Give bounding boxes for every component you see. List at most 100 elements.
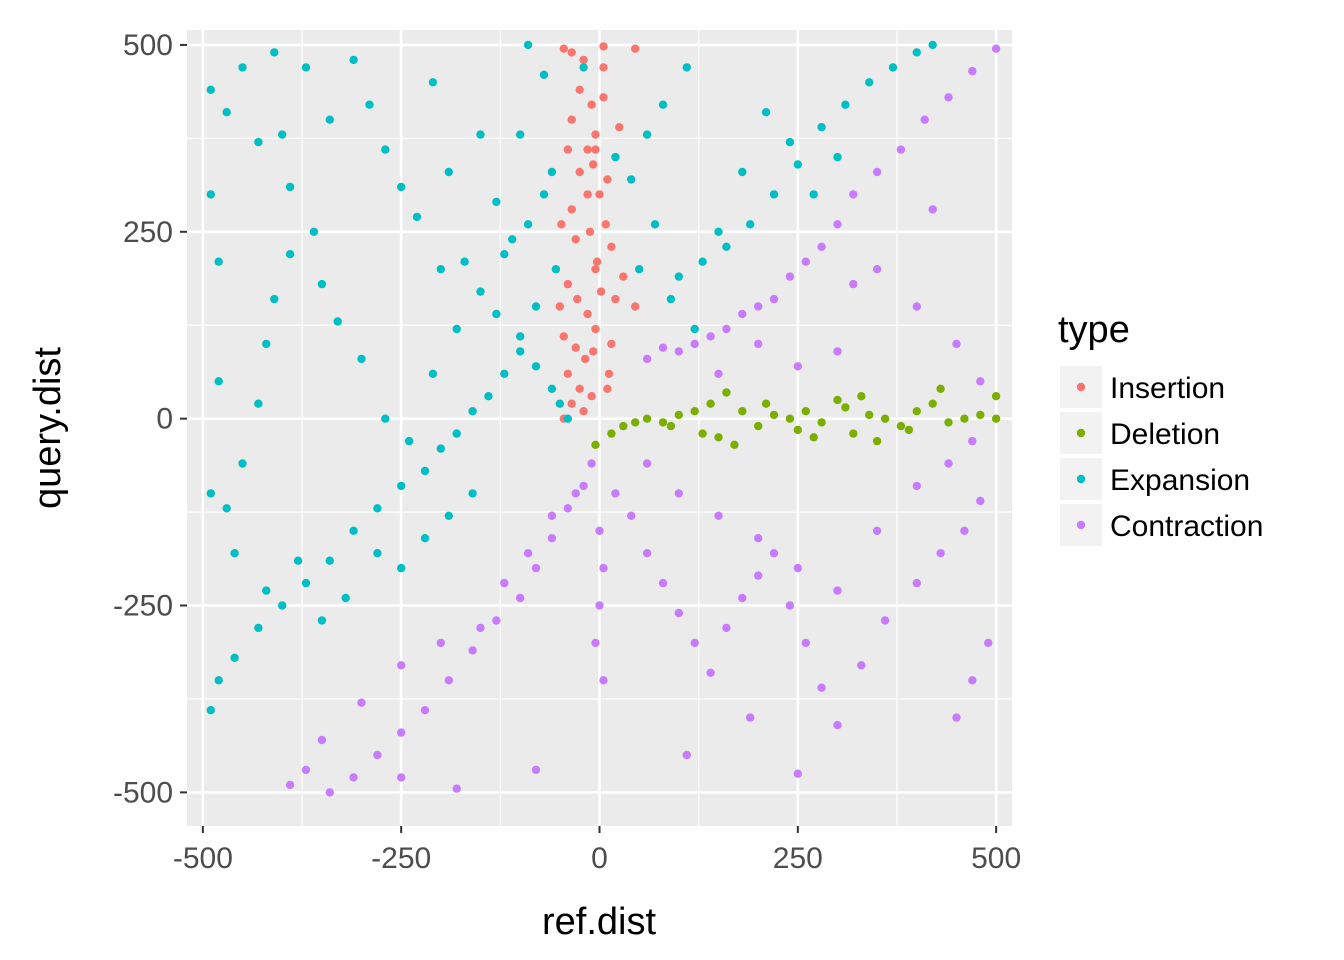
expansion-point <box>516 332 525 341</box>
expansion-point <box>222 504 231 513</box>
insertion-point <box>587 100 596 109</box>
contraction-point <box>690 638 699 648</box>
expansion-point <box>222 108 231 117</box>
insertion-point <box>591 324 600 334</box>
insertion-point <box>579 55 588 65</box>
expansion-point <box>769 190 779 199</box>
deletion-point <box>642 414 652 423</box>
deletion-point <box>730 440 739 449</box>
insertion-point <box>563 145 572 154</box>
contraction-point <box>833 586 842 595</box>
expansion-point <box>230 653 239 662</box>
expansion-point <box>325 556 334 565</box>
expansion-point <box>476 287 485 296</box>
contraction-point <box>523 549 533 558</box>
x-axis-title: ref.dist <box>542 901 656 943</box>
x-axis-ticks: -500 -250 0 250 500 <box>173 826 1021 875</box>
x-tick-label: -250 <box>371 842 431 875</box>
contraction-point <box>754 534 763 543</box>
expansion-point <box>682 63 691 72</box>
insertion-point <box>589 160 598 169</box>
insertion-point <box>631 44 640 53</box>
insertion-point <box>583 309 592 319</box>
expansion-point <box>444 167 453 177</box>
contraction-point <box>658 343 668 352</box>
insertion-point <box>563 369 572 378</box>
insertion-point <box>567 399 576 408</box>
contraction-point <box>547 511 557 520</box>
expansion-point <box>420 534 430 543</box>
contraction-point <box>952 713 961 722</box>
expansion-point <box>262 586 271 595</box>
expansion-point <box>397 182 406 192</box>
expansion-point <box>531 362 541 371</box>
deletion-point <box>833 395 842 405</box>
legend-swatch-expansion <box>1076 474 1086 484</box>
expansion-point <box>738 167 747 177</box>
expansion-point <box>547 167 557 177</box>
expansion-point <box>674 272 683 281</box>
expansion-point <box>793 160 802 169</box>
contraction-point <box>317 735 327 745</box>
insertion-point <box>571 343 580 352</box>
legend-swatch-contraction <box>1076 520 1086 530</box>
expansion-point <box>285 250 295 259</box>
contraction-point <box>833 347 842 356</box>
contraction-point <box>492 616 501 625</box>
deletion-point <box>912 407 921 416</box>
expansion-point <box>722 242 731 251</box>
expansion-point <box>436 265 445 274</box>
expansion-point <box>428 369 438 378</box>
expansion-point <box>516 347 525 356</box>
expansion-point <box>551 265 561 274</box>
deletion-point <box>857 392 866 401</box>
deletion-point <box>714 433 723 442</box>
contraction-point <box>817 242 826 251</box>
contraction-point <box>706 668 715 677</box>
insertion-point <box>591 265 600 274</box>
expansion-point <box>214 676 223 685</box>
expansion-point <box>373 549 382 558</box>
contraction-point <box>944 93 953 102</box>
expansion-point <box>206 706 215 715</box>
contraction-point <box>285 780 295 790</box>
expansion-point <box>214 377 223 386</box>
contraction-point <box>944 459 953 468</box>
expansion-point <box>928 40 937 50</box>
contraction-point <box>968 676 977 685</box>
expansion-point <box>611 152 620 162</box>
legend-label-contraction: Contraction <box>1110 510 1263 543</box>
expansion-point <box>397 481 406 491</box>
expansion-point <box>278 601 287 610</box>
contraction-point <box>793 563 802 573</box>
deletion-point <box>591 440 600 449</box>
contraction-point <box>968 66 977 76</box>
expansion-point <box>341 593 350 603</box>
expansion-point <box>293 556 303 565</box>
insertion-point <box>579 407 588 416</box>
contraction-point <box>984 638 993 648</box>
contraction-point <box>857 661 866 670</box>
insertion-point <box>591 145 600 154</box>
contraction-point <box>587 459 596 468</box>
expansion-point <box>785 137 795 147</box>
expansion-point <box>642 130 652 139</box>
insertion-point <box>567 48 576 57</box>
contraction-point <box>976 377 985 386</box>
expansion-point <box>468 407 477 416</box>
deletion-point <box>761 399 771 408</box>
deletion-point <box>619 421 628 431</box>
expansion-point <box>714 227 723 236</box>
legend-swatch-insertion <box>1076 382 1086 392</box>
insertion-point <box>599 63 608 72</box>
deletion-point <box>666 421 676 431</box>
y-tick-label: -500 <box>113 776 173 809</box>
contraction-point <box>738 593 747 603</box>
contraction-point <box>420 706 430 715</box>
x-tick-label: 500 <box>971 842 1021 875</box>
insertion-point <box>615 123 624 132</box>
insertion-point <box>595 190 604 199</box>
expansion-point <box>381 145 390 154</box>
insertion-point <box>607 242 616 251</box>
insertion-point <box>575 167 584 177</box>
